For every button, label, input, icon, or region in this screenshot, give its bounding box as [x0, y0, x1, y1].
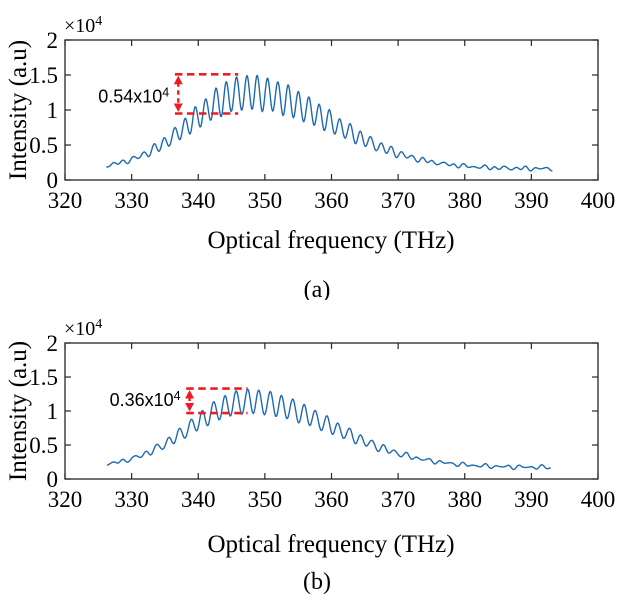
- y-tick-label: 0: [47, 467, 59, 492]
- plot-box: [64, 342, 599, 480]
- y-tick-label: 1: [47, 98, 59, 123]
- x-tick-label: 330: [114, 188, 149, 213]
- panel-caption-b: (b): [303, 569, 331, 595]
- plot-area-a: 320 330 340 350 360 370 380 390 400 0 0.5 1 1.5 2 0.54…: [29, 28, 615, 213]
- plot-box: [64, 39, 599, 181]
- spectrum-plot-b: Intensity (a.u) ×104 320 330 340 350 360 370 3…: [5, 317, 615, 595]
- x-tick-label: 380: [448, 188, 483, 213]
- x-tick-label: 320: [48, 188, 83, 213]
- x-axis-label: Optical frequency (THz): [207, 531, 454, 558]
- fringe-depth-label: 0.54x104: [98, 86, 169, 107]
- y-tick-label: 1.5: [29, 63, 58, 88]
- x-tick-label: 350: [248, 188, 283, 213]
- x-tick-label: 390: [514, 188, 549, 213]
- x-tick-label: 400: [581, 188, 616, 213]
- x-tick-label: 380: [448, 487, 483, 512]
- x-tick-label: 330: [114, 487, 149, 512]
- x-tick-label: 390: [514, 487, 549, 512]
- y-exponent-label: ×104: [64, 317, 102, 340]
- x-tick-label: 370: [381, 188, 416, 213]
- y-tick-label: 0.5: [29, 433, 58, 458]
- annotation-arrowhead-up: [173, 75, 183, 85]
- y-tick-label: 0: [47, 168, 59, 193]
- annotation-arrowhead-down: [173, 103, 183, 112]
- x-tick-label: 350: [248, 487, 283, 512]
- x-tick-label: 320: [48, 487, 83, 512]
- y-exponent-label: ×104: [64, 14, 102, 37]
- y-tick-label: 1: [47, 399, 59, 424]
- fringe-depth-label: 0.36x104: [110, 389, 181, 410]
- y-axis-label: Intensity (a.u): [5, 341, 32, 481]
- x-tick-label: 360: [314, 188, 349, 213]
- spectrum-line: [106, 388, 551, 471]
- x-tick-label: 340: [181, 487, 216, 512]
- y-tick-label: 2: [47, 28, 59, 53]
- annotation-arrowhead-down: [185, 403, 195, 412]
- y-tick-label: 0.5: [29, 133, 58, 158]
- spectrum-plot-a: Intensity (a.u) ×104 320 330 340 350 360 370 3…: [5, 14, 615, 300]
- x-axis-label: Optical frequency (THz): [207, 227, 454, 254]
- panel-caption-a: (a): [304, 277, 331, 300]
- x-tick-label: 370: [381, 487, 416, 512]
- y-tick-label: 2: [47, 331, 59, 356]
- plot-area-b: 320 330 340 350 360 370 380 390 400 0 0.5 1 1.5 2 0.36…: [29, 331, 615, 512]
- x-tick-label: 360: [314, 487, 349, 512]
- spectrum-line: [106, 74, 553, 172]
- y-axis-label: Intensity (a.u): [5, 40, 32, 180]
- annotation-arrowhead-up: [185, 390, 195, 399]
- x-tick-label: 340: [181, 188, 216, 213]
- y-tick-label: 1.5: [29, 365, 58, 390]
- x-tick-label: 400: [581, 487, 616, 512]
